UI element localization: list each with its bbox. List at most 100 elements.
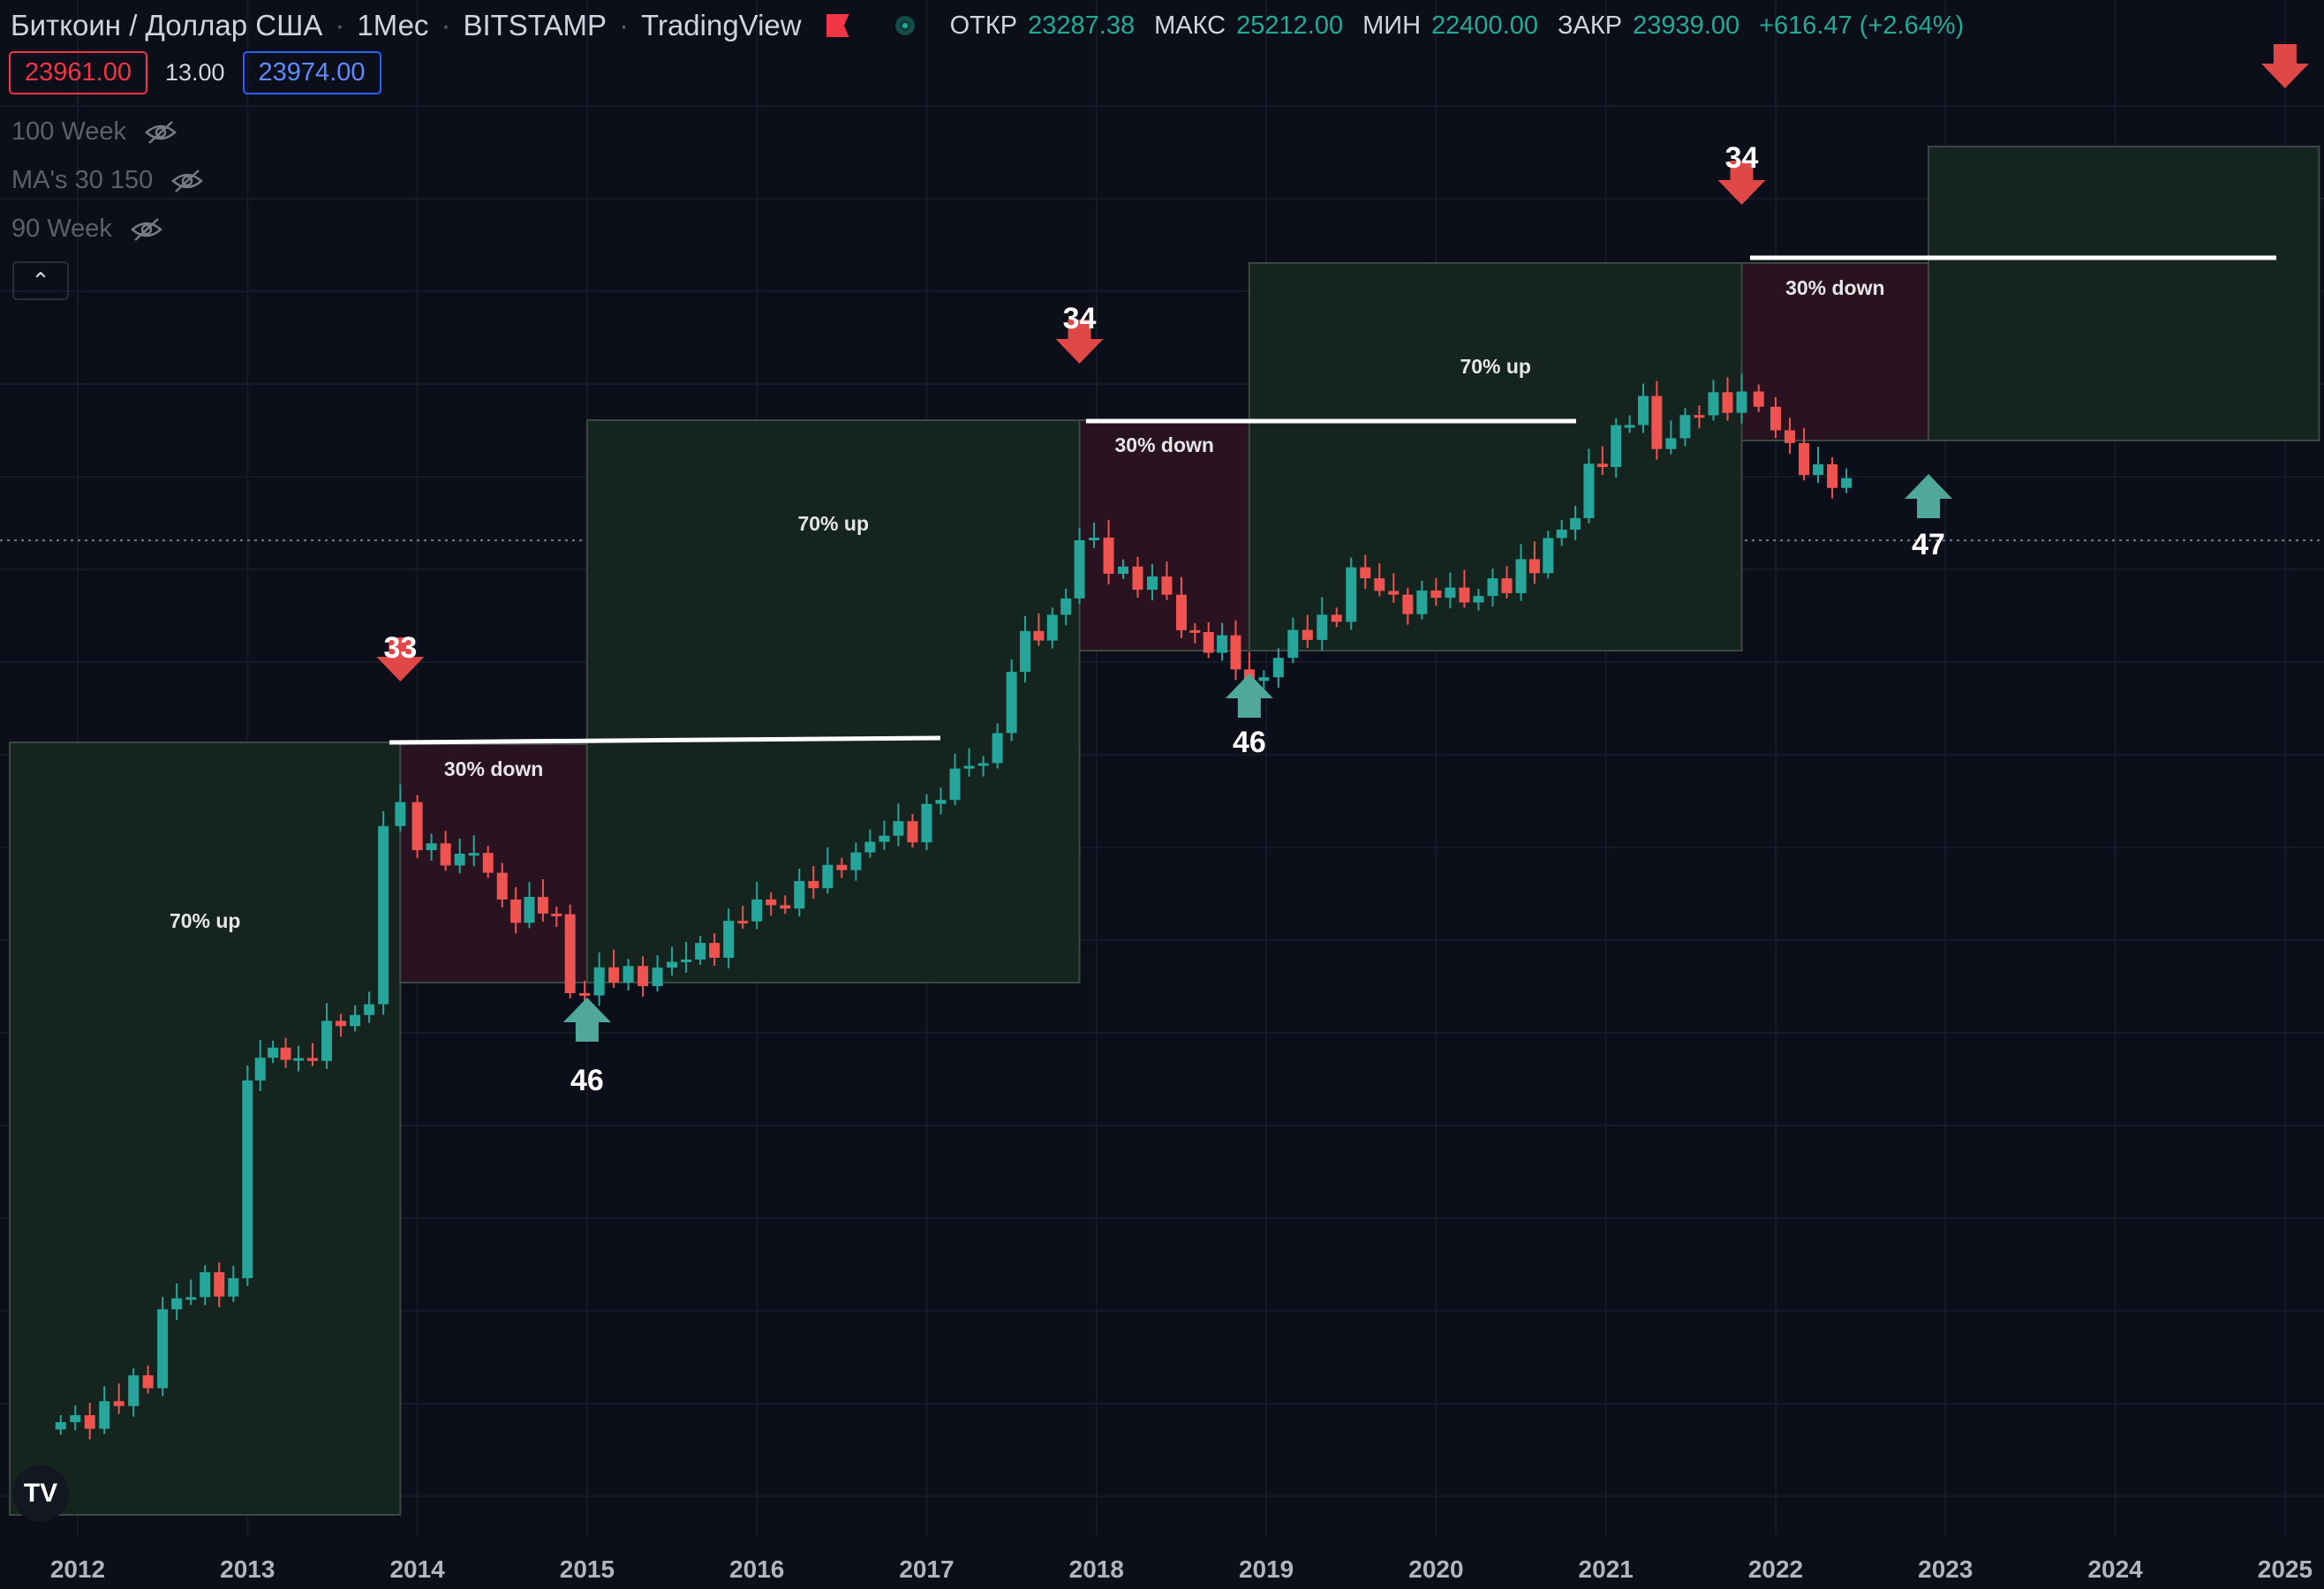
bull-candle bbox=[1346, 567, 1357, 622]
source-label: TradingView bbox=[641, 9, 802, 41]
flag-icon[interactable] bbox=[826, 14, 849, 37]
cycle-count-label: 47 bbox=[1912, 528, 1945, 561]
bear-candle bbox=[336, 1020, 347, 1027]
indicator-90-week[interactable]: 90 Week bbox=[11, 215, 163, 244]
bear-candle bbox=[1203, 632, 1214, 653]
bear-candle bbox=[1374, 578, 1385, 591]
bear-candle bbox=[1302, 629, 1313, 640]
bull-candle bbox=[1665, 438, 1677, 449]
bull-candle bbox=[695, 943, 706, 960]
bull-candle bbox=[1708, 392, 1719, 416]
bull-candle bbox=[364, 1004, 375, 1015]
hidden-eye-icon[interactable] bbox=[170, 168, 204, 194]
bull-candle bbox=[1638, 395, 1649, 425]
bull-candle bbox=[921, 803, 932, 843]
symbol-title[interactable]: Биткоин / Доллар США bbox=[11, 9, 323, 41]
bull-candle bbox=[1570, 517, 1581, 530]
sell-price-button[interactable]: 23961.00 bbox=[9, 51, 147, 94]
bear-candle bbox=[1722, 392, 1733, 413]
bull-candle bbox=[171, 1298, 183, 1310]
separator: · bbox=[619, 9, 630, 41]
cycle-count-label: 33 bbox=[383, 631, 417, 665]
change-value: +616.47 (+2.64%) bbox=[1759, 11, 1965, 40]
chart-header: Биткоин / Доллар США · 1Мес · BITSTAMP ·… bbox=[11, 4, 1964, 48]
bull-candle bbox=[879, 835, 890, 842]
bear-candle bbox=[780, 905, 791, 909]
bull-candle bbox=[1146, 576, 1158, 591]
bull-candle bbox=[1624, 425, 1635, 428]
indicator-label: 90 Week bbox=[11, 215, 112, 243]
close-value: 23939.00 bbox=[1633, 11, 1740, 40]
bear-candle bbox=[737, 921, 749, 924]
close-label: ЗАКР bbox=[1558, 11, 1623, 40]
bear-candle bbox=[564, 914, 576, 993]
bull-candle bbox=[99, 1401, 110, 1429]
bull-candle bbox=[1445, 587, 1456, 599]
x-axis-tick-label: 2013 bbox=[220, 1555, 275, 1583]
collapse-indicators-button[interactable]: ⌃ bbox=[12, 261, 69, 300]
up-arrow-icon bbox=[562, 998, 611, 1042]
bull-candle bbox=[185, 1297, 197, 1300]
cycle-count-label: 46 bbox=[570, 1064, 604, 1097]
bull-candle bbox=[822, 864, 834, 889]
exchange-label: BITSTAMP bbox=[463, 9, 607, 41]
trade-prices: 23961.00 13.00 23974.00 bbox=[9, 51, 381, 94]
bull-candle bbox=[893, 821, 904, 836]
bull-candle bbox=[977, 763, 989, 766]
bear-candle bbox=[1799, 442, 1810, 476]
low-label: МИН bbox=[1362, 11, 1422, 40]
bear-candle bbox=[113, 1401, 124, 1406]
bear-candle bbox=[1430, 590, 1442, 599]
bear-candle bbox=[1694, 415, 1705, 418]
x-axis-tick-label: 2019 bbox=[1239, 1555, 1294, 1583]
bull-candle bbox=[70, 1415, 81, 1423]
bear-candle bbox=[1103, 538, 1114, 574]
bull-candle bbox=[1736, 391, 1747, 413]
buy-price-button[interactable]: 23974.00 bbox=[242, 51, 381, 94]
bear-candle bbox=[608, 967, 620, 983]
bear-candle bbox=[1189, 629, 1201, 633]
x-axis-tick-label: 2023 bbox=[1918, 1555, 1973, 1583]
bull-candle bbox=[1217, 635, 1228, 653]
bear-candle bbox=[1033, 630, 1045, 641]
hidden-eye-icon[interactable] bbox=[144, 119, 177, 146]
bear-candle bbox=[808, 880, 819, 889]
bear-candle bbox=[1753, 391, 1764, 407]
bull-candle bbox=[850, 852, 862, 870]
bull-candle bbox=[1556, 529, 1567, 538]
bull-candle bbox=[1515, 559, 1527, 593]
bear-candle bbox=[1827, 463, 1838, 488]
cycle-count-label: 34 bbox=[1725, 141, 1759, 175]
bull-candle bbox=[200, 1272, 211, 1298]
indicator-100-week[interactable]: 100 Week bbox=[11, 117, 177, 147]
hidden-eye-icon[interactable] bbox=[130, 216, 163, 243]
bear-candle bbox=[1161, 576, 1173, 595]
bull-candle bbox=[1317, 614, 1328, 640]
x-axis-tick-label: 2014 bbox=[389, 1555, 445, 1583]
bull-candle bbox=[242, 1080, 253, 1278]
bear-candle bbox=[1459, 587, 1470, 603]
indicator-mas-30-150[interactable]: MA's 30 150 bbox=[11, 166, 204, 195]
interval-label[interactable]: 1Мес bbox=[357, 9, 429, 41]
bull-candle bbox=[254, 1058, 266, 1081]
bear-candle bbox=[1360, 567, 1371, 579]
x-axis-tick-label: 2015 bbox=[560, 1555, 615, 1583]
x-axis-tick-label: 2022 bbox=[1748, 1555, 1803, 1583]
bear-candle bbox=[1402, 594, 1414, 614]
low-value: 22400.00 bbox=[1431, 11, 1539, 40]
bear-candle bbox=[1388, 591, 1400, 595]
bull-candle bbox=[228, 1277, 239, 1297]
bull-candle bbox=[292, 1058, 304, 1061]
open-label: ОТКР bbox=[949, 11, 1018, 40]
bull-candle bbox=[468, 853, 479, 856]
bear-candle bbox=[482, 853, 494, 873]
bear-candle bbox=[411, 802, 423, 851]
tradingview-logo[interactable]: TV bbox=[12, 1465, 69, 1522]
bear-candle bbox=[440, 843, 451, 866]
x-axis-tick-label: 2016 bbox=[729, 1555, 784, 1583]
up-zone-box bbox=[9, 742, 402, 1516]
zone-label: 70% up bbox=[170, 909, 241, 932]
bear-candle bbox=[1501, 578, 1513, 593]
bear-candle bbox=[1770, 406, 1781, 431]
